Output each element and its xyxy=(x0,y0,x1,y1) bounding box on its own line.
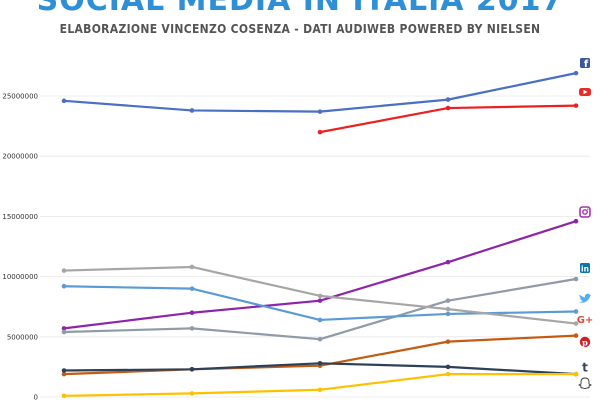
twitter-icon xyxy=(579,293,592,303)
data-point xyxy=(573,371,579,377)
data-point xyxy=(445,364,451,370)
data-point xyxy=(317,293,323,299)
y-tick-label: 10000000 xyxy=(2,273,38,281)
data-point xyxy=(61,329,67,335)
series-line xyxy=(61,371,579,399)
data-point xyxy=(61,98,67,104)
data-point xyxy=(189,391,195,396)
data-point xyxy=(61,368,67,373)
data-point xyxy=(61,283,67,289)
legend-icons: f in G+ p t xyxy=(577,58,594,389)
facebook-icon: f xyxy=(580,58,590,70)
data-point xyxy=(317,336,323,342)
y-axis: 0 5000000 10000000 15000000 20000000 25000000 xyxy=(2,93,38,400)
grid xyxy=(40,95,590,398)
data-point xyxy=(573,218,579,224)
data-point xyxy=(445,339,451,344)
data-point xyxy=(317,129,323,135)
youtube-icon xyxy=(579,88,591,96)
chart-title: SOCIAL MEDIA IN ITALIA 2017 xyxy=(36,0,564,18)
data-point xyxy=(189,286,195,291)
data-point xyxy=(445,259,451,265)
series-line xyxy=(61,218,579,331)
data-point xyxy=(573,276,579,282)
data-point xyxy=(317,317,323,323)
data-point xyxy=(445,298,451,303)
series-line xyxy=(61,276,579,342)
data-point xyxy=(61,393,67,399)
data-point xyxy=(189,367,195,372)
data-point xyxy=(445,306,451,312)
data-point xyxy=(445,97,451,102)
data-point xyxy=(317,109,323,114)
data-point xyxy=(61,326,67,331)
y-tick-label: 25000000 xyxy=(2,93,38,101)
series-line xyxy=(61,283,579,323)
snapchat-icon xyxy=(577,377,593,389)
googleplus-icon: G+ xyxy=(577,315,594,326)
svg-text:p: p xyxy=(582,338,588,348)
data-point xyxy=(61,268,67,273)
data-point xyxy=(445,105,451,111)
data-point xyxy=(61,371,67,377)
chart-subtitle: ELABORAZIONE VINCENZO COSENZA - DATI AUD… xyxy=(59,22,541,36)
svg-text:f: f xyxy=(584,59,589,70)
instagram-icon xyxy=(579,206,591,218)
svg-text:t: t xyxy=(582,360,588,374)
svg-text:G+: G+ xyxy=(577,315,594,326)
y-tick-label: 20000000 xyxy=(2,153,38,161)
data-point xyxy=(189,264,195,270)
linkedin-icon: in xyxy=(580,263,590,273)
data-point xyxy=(573,103,579,108)
data-point xyxy=(573,321,579,326)
data-point xyxy=(189,108,195,113)
data-point xyxy=(573,333,579,338)
series-path xyxy=(62,373,578,397)
series-line xyxy=(61,70,579,114)
data-point xyxy=(317,360,323,366)
y-tick-label: 0 xyxy=(34,394,38,400)
data-point xyxy=(573,70,579,76)
data-point xyxy=(189,326,195,331)
y-tick-label: 5000000 xyxy=(7,333,38,341)
series xyxy=(61,70,579,399)
pinterest-icon: p xyxy=(579,336,591,348)
svg-text:in: in xyxy=(581,264,589,273)
data-point xyxy=(445,311,451,317)
series-line xyxy=(61,333,579,377)
data-point xyxy=(317,298,323,303)
tumblr-icon: t xyxy=(582,360,588,374)
data-point xyxy=(317,387,323,393)
data-point xyxy=(573,309,579,314)
series-path xyxy=(62,72,578,113)
data-point xyxy=(189,310,195,316)
series-line xyxy=(61,264,579,326)
series-line xyxy=(317,103,579,135)
data-point xyxy=(445,371,451,377)
y-tick-label: 15000000 xyxy=(2,213,38,221)
